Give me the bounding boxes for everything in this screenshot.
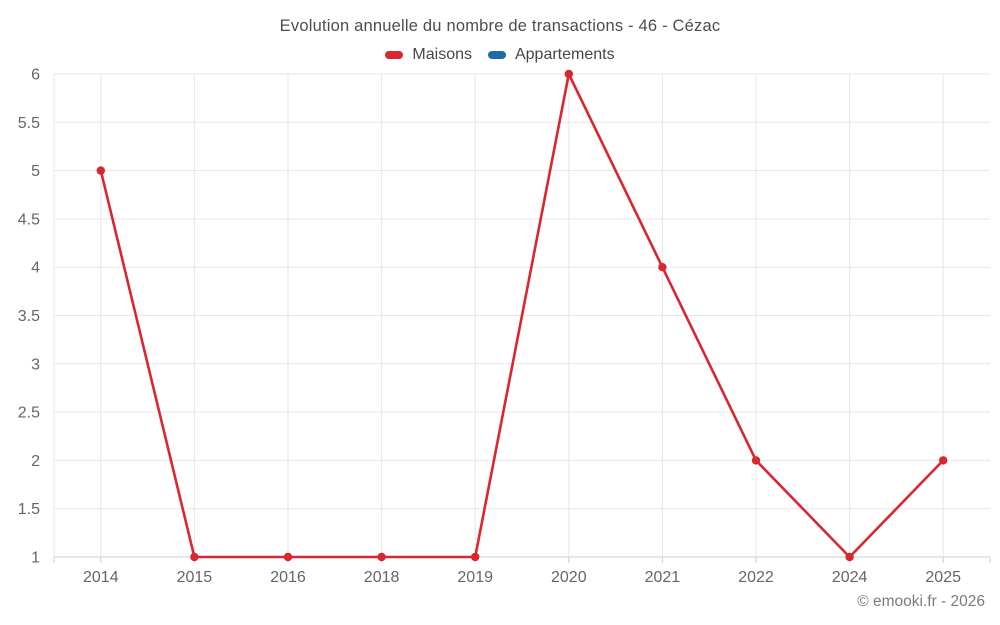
appartements-series-swatch-icon [487, 51, 506, 59]
chart-title: Evolution annuelle du nombre de transact… [279, 17, 721, 35]
y-tick-label: 5.5 [18, 115, 40, 132]
x-tick-label: 2018 [364, 569, 400, 586]
y-tick-label: 4 [31, 260, 40, 277]
legend-label: Maisons [412, 46, 472, 63]
y-tick-label: 3 [31, 356, 40, 373]
data-point[interactable] [471, 552, 480, 562]
data-point[interactable] [283, 552, 293, 562]
y-tick-label: 1.5 [18, 501, 40, 518]
y-tick-label: 2 [31, 453, 40, 470]
x-tick-label: 2019 [457, 569, 493, 586]
x-tick-label: 2020 [551, 569, 587, 586]
data-point[interactable] [845, 552, 854, 562]
x-tick-label: 2016 [270, 569, 306, 586]
data-point[interactable] [190, 552, 199, 562]
data-point[interactable] [751, 456, 761, 465]
data-point[interactable] [939, 456, 948, 465]
y-tick-label: 4.5 [18, 211, 40, 228]
data-point[interactable] [658, 263, 667, 272]
x-tick-label: 2015 [177, 569, 213, 586]
legend-item-appartements[interactable]: Appartements [487, 46, 615, 64]
y-tick-label: 5 [31, 163, 40, 180]
chart-legend: Maisons Appartements [0, 45, 1000, 65]
x-tick-label: 2021 [645, 569, 681, 586]
data-point[interactable] [377, 552, 386, 562]
legend-label: Appartements [514, 46, 615, 63]
series-line-maisons [99, 72, 945, 559]
legend-item-maisons[interactable]: Maisons [385, 46, 472, 64]
x-tick-label: 2024 [832, 569, 868, 586]
x-tick-label: 2022 [738, 569, 774, 586]
data-point[interactable] [564, 69, 573, 79]
data-point[interactable] [96, 166, 106, 175]
y-tick-label: 3.5 [18, 308, 40, 325]
x-tick-label: 2014 [83, 569, 119, 586]
y-tick-label: 6 [31, 67, 40, 84]
y-tick-label: 1 [31, 550, 40, 567]
y-tick-label: 2.5 [18, 405, 40, 422]
x-tick-label: 2025 [925, 569, 961, 586]
footer-credit-link[interactable]: © emooki.fr - 2026 [857, 593, 985, 610]
maisons-series-swatch-icon [385, 51, 404, 59]
